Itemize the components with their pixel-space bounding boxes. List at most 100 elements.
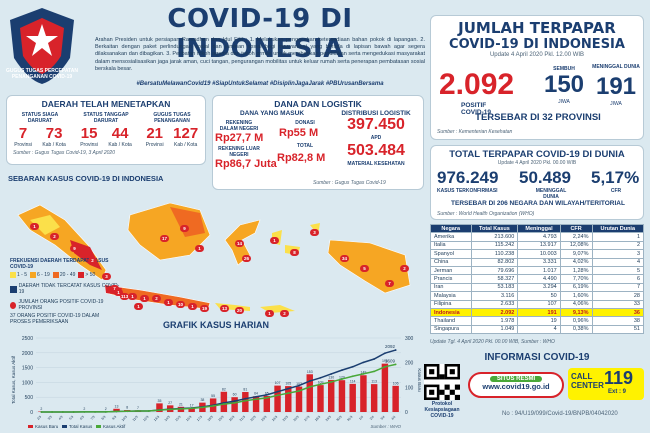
point-kasus-aktif xyxy=(72,411,75,413)
y-tick-label: 500 xyxy=(25,395,34,401)
x-tick-label: 18/3 xyxy=(207,415,214,422)
point-total-kasus xyxy=(265,393,268,396)
table-cell: 2,24% xyxy=(559,232,593,242)
bar-value-label: 64 xyxy=(254,392,258,396)
table-cell: 36 xyxy=(591,307,644,318)
daerah-prov-count: 15 xyxy=(80,125,98,142)
table-cell: 6 xyxy=(591,274,644,284)
table-cell: 2 xyxy=(591,240,644,251)
bar-value-label: 105 xyxy=(285,382,291,386)
map-count-marker: 1 xyxy=(265,310,274,317)
line-end-label: 2092 xyxy=(385,344,396,349)
x-tick-label: 1/4 xyxy=(358,415,364,421)
dana-masuk-title: DANA YANG MASUK xyxy=(239,110,305,117)
call-center-button[interactable]: CALL CENTER 119 Ext : 9 xyxy=(568,368,644,400)
table-cell: Jerman xyxy=(430,265,472,276)
daerah-prov-unit: Provinsi xyxy=(14,142,32,148)
map-title: SEBARAN KASUS COVID-19 DI INDONESIA xyxy=(8,174,164,183)
table-cell: 1.017 xyxy=(517,265,561,276)
bar-value-label: 55 xyxy=(211,394,215,398)
legend-swatch xyxy=(30,272,37,278)
point-kasus-aktif xyxy=(222,403,225,405)
table-row: Iran 53.183 3.294 6,19% 7 xyxy=(430,282,644,293)
qr-code-icon[interactable] xyxy=(424,364,460,400)
bar-value-label: 65 xyxy=(265,391,269,395)
situs-url: www.covid19.go.id xyxy=(482,382,550,391)
dunia-update: Update 4 April 2020 Pkl. 00.00 WIB xyxy=(497,160,577,166)
map-count-marker: 2 xyxy=(88,257,97,264)
dana-source: Sumber : Gugus Tugas Covid-19 xyxy=(313,180,386,186)
point-total-kasus xyxy=(330,373,333,375)
x-tick-label: 8/3 xyxy=(101,415,107,421)
y-tick-label: 2000 xyxy=(22,351,33,357)
dunia-kasus-value: 976.249 xyxy=(437,168,499,187)
map-count-marker: 1 xyxy=(30,223,39,230)
call-label: CALL CENTER xyxy=(571,372,604,390)
point-total-kasus xyxy=(383,352,386,355)
x-tick-label: 30/3 xyxy=(335,415,342,422)
bar-value-label: 149 xyxy=(361,371,367,375)
table-cell: 50 xyxy=(517,291,561,301)
point-total-kasus xyxy=(394,349,397,351)
total-label: TOTAL xyxy=(296,143,314,149)
table-cell: 191 xyxy=(517,307,561,318)
dunia-cfr-label: CFR xyxy=(610,188,622,194)
x-tick-label: 4/3 xyxy=(58,415,64,421)
x-tick-label: 23/3 xyxy=(260,415,267,422)
bar-kasus-baru xyxy=(113,408,120,412)
point-kasus-aktif xyxy=(394,363,397,366)
x-tick-label: 9/3 xyxy=(111,415,117,421)
table-cell: Italia xyxy=(430,240,472,251)
legend-swatch xyxy=(62,425,67,428)
x-tick-label: 17/3 xyxy=(196,415,203,422)
point-kasus-aktif xyxy=(94,410,96,413)
bar-value-label: 129 xyxy=(339,376,345,380)
map-count-marker: 3 xyxy=(310,229,319,236)
point-total-kasus xyxy=(276,390,279,393)
positif-label: POSITIF COVID-19 xyxy=(461,102,491,116)
rek-dalam-label: REKENING DALAM NEGERI xyxy=(219,120,259,132)
x-tick-label: 29/3 xyxy=(325,415,332,422)
table-cell: 1.049 xyxy=(470,324,519,335)
map-count-marker: 1 xyxy=(270,237,279,244)
table-row: Singapura 1.049 4 0,38% 51 xyxy=(430,324,644,335)
map-count-marker: 2 xyxy=(152,295,161,302)
x-tick-label: 27/3 xyxy=(303,415,310,422)
bar-value-label: 107 xyxy=(275,381,281,385)
gugus-tugas-logo xyxy=(10,8,74,84)
x-tick-label: 3/3 xyxy=(47,415,53,421)
table-cell: 19 xyxy=(517,316,561,326)
bar-kasus-baru xyxy=(231,397,238,412)
x-tick-label: 12/3 xyxy=(142,415,149,422)
call-number: 119 xyxy=(604,368,634,388)
bar-value-label: 38 xyxy=(200,398,204,402)
total-value: Rp82,8 M xyxy=(277,152,326,164)
legend-label: 1 - 5 xyxy=(17,272,28,278)
table-cell: 33 xyxy=(591,299,644,309)
point-kasus-aktif xyxy=(126,410,129,413)
legend-label: 6 - 19 xyxy=(37,272,50,278)
bar-kasus-baru xyxy=(317,385,324,412)
meninggal-unit: JIWA xyxy=(610,101,622,107)
table-cell: 4,02% xyxy=(559,257,593,267)
daerah-prov-unit: Provinsi xyxy=(80,142,98,148)
bar-value-label: 17 xyxy=(190,403,194,407)
map-count-marker: 9 xyxy=(180,225,189,232)
y-axis-label: Total Kasus, Kasus Aktif xyxy=(11,355,16,404)
point-total-kasus xyxy=(233,400,236,402)
legend-label: Kasus Aktif xyxy=(103,424,126,429)
dunia-title: TOTAL TERPAPAR COVID-19 DI DUNIA xyxy=(449,149,625,160)
bar-value-label: 113 xyxy=(371,380,377,384)
situs-resmi-button[interactable]: SITUS RESMI www.covid19.go.id xyxy=(468,372,564,398)
point-kasus-aktif xyxy=(201,406,204,409)
bar-value-label: 8 xyxy=(126,406,128,410)
map-count-marker: 34 xyxy=(340,255,349,262)
rek-luar-label: REKENING LUAR NEGERI xyxy=(218,146,260,158)
legend-item: 20 - 49 xyxy=(52,272,75,278)
point-kasus-aktif xyxy=(169,408,172,411)
map-count-marker: 20 xyxy=(235,307,244,314)
bar-value-label: 13 xyxy=(115,404,119,408)
situs-label: SITUS RESMI xyxy=(490,376,542,382)
table-cell: China xyxy=(430,257,472,267)
bar-value-label: 2 xyxy=(40,407,42,411)
